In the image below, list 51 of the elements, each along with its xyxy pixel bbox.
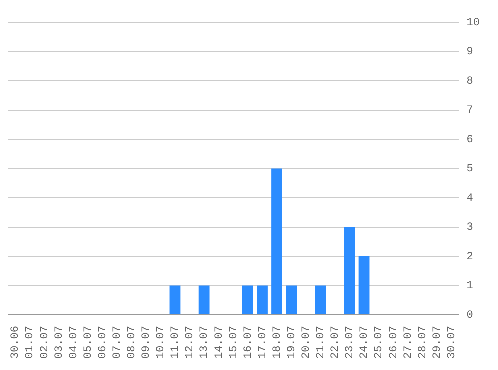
x-tick-label: 13.07 xyxy=(199,326,212,360)
y-tick-label: 6 xyxy=(466,134,474,146)
y-tick-label: 9 xyxy=(466,46,474,59)
x-tick-label: 30.07 xyxy=(446,326,458,360)
x-tick-label: 17.07 xyxy=(257,326,270,360)
bar xyxy=(315,286,326,314)
y-tick-label: 1 xyxy=(466,280,474,293)
y-tick-label: 8 xyxy=(466,76,474,88)
bar xyxy=(272,168,282,314)
bar xyxy=(257,286,268,314)
bar xyxy=(198,286,210,314)
x-tick-label: 15.07 xyxy=(228,326,240,360)
bar xyxy=(242,286,254,314)
x-tick-label: 10.07 xyxy=(156,326,168,360)
x-tick-label: 08.07 xyxy=(126,326,139,360)
x-tick-label: 26.07 xyxy=(388,326,400,360)
x-tick-label: 14.07 xyxy=(214,326,226,360)
x-tick-label: 20.07 xyxy=(301,326,314,360)
bar xyxy=(286,286,298,314)
x-tick-label: 03.07 xyxy=(54,326,66,360)
x-tick-label: 19.07 xyxy=(286,326,298,360)
x-tick-label: 30.06 xyxy=(10,326,22,360)
x-tick-label: 27.07 xyxy=(402,326,415,360)
x-tick-label: 29.07 xyxy=(432,326,444,360)
y-tick-label: 2 xyxy=(466,251,474,264)
y-tick-label: 5 xyxy=(466,164,474,176)
x-tick-label: 18.07 xyxy=(272,326,284,360)
bar xyxy=(344,227,356,314)
bar xyxy=(170,286,181,314)
x-tick-label: 23.07 xyxy=(344,326,357,360)
x-tick-label: 12.07 xyxy=(184,326,197,360)
y-tick-label: 0 xyxy=(466,310,474,322)
x-tick-label: 24.07 xyxy=(359,326,372,360)
bar xyxy=(358,256,370,314)
x-tick-label: 25.07 xyxy=(374,326,386,360)
x-tick-label: 09.07 xyxy=(141,326,154,360)
x-tick-label: 06.07 xyxy=(97,326,110,360)
x-tick-label: 16.07 xyxy=(242,326,255,360)
x-tick-label: 04.07 xyxy=(68,326,80,360)
x-tick-label: 22.07 xyxy=(330,326,342,360)
x-tick-label: 01.07 xyxy=(24,326,37,360)
x-tick-label: 28.07 xyxy=(417,326,430,360)
x-tick-label: 07.07 xyxy=(112,326,124,360)
x-tick-label: 05.07 xyxy=(82,326,95,360)
y-tick-label: 7 xyxy=(466,105,474,118)
y-tick-label: 10 xyxy=(466,18,480,30)
y-tick-label: 4 xyxy=(466,192,474,205)
x-tick-label: 21.07 xyxy=(316,326,328,360)
x-tick-label: 02.07 xyxy=(39,326,52,360)
x-tick-label: 11.07 xyxy=(170,326,182,360)
y-tick-label: 3 xyxy=(466,222,474,234)
